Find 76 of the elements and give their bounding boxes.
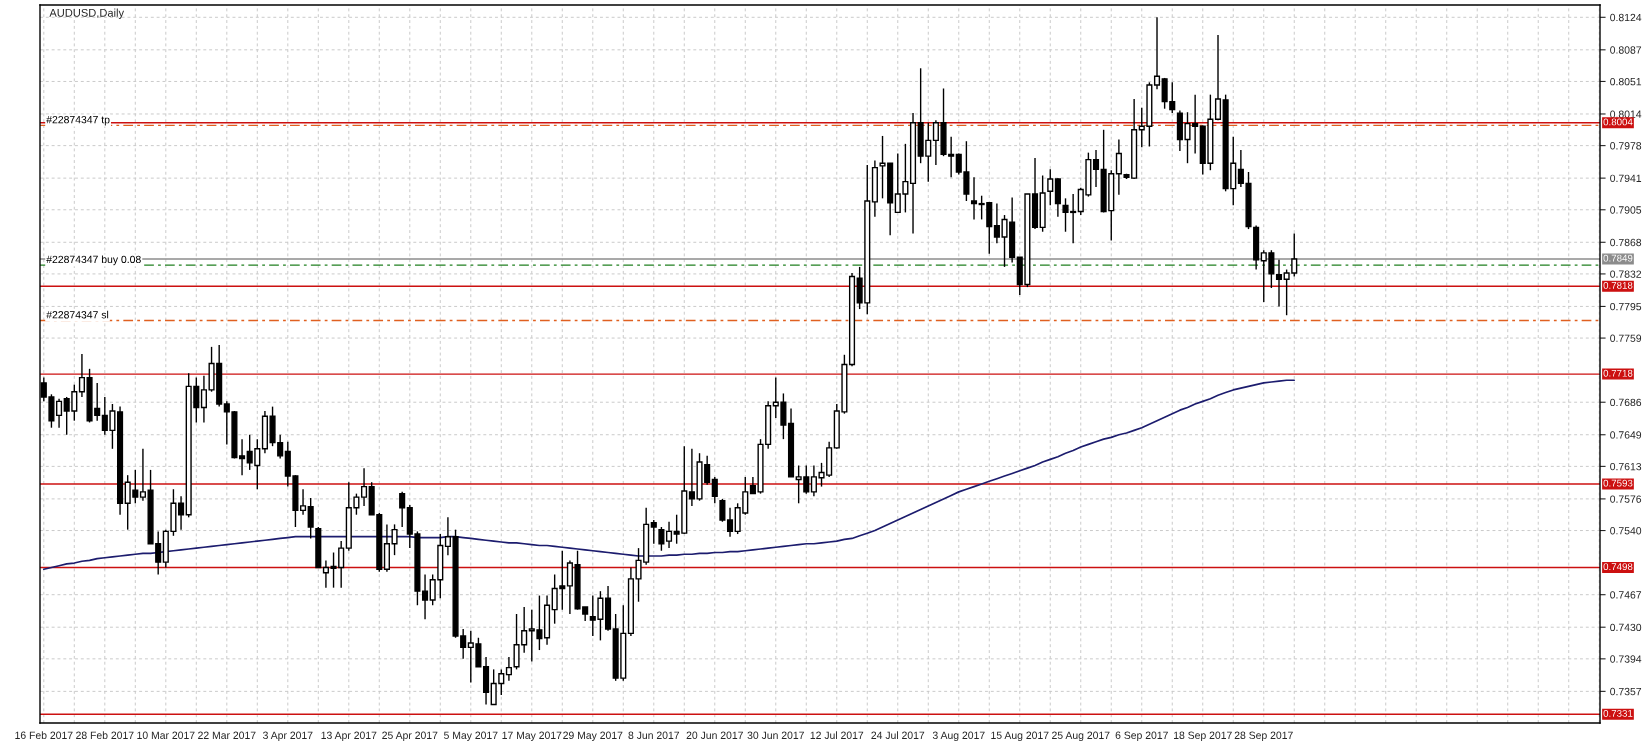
x-tick-label: 6 Sep 2017 <box>1115 731 1168 742</box>
ref-line-label: 0.7593 <box>1603 479 1633 487</box>
candlestick <box>360 467 368 507</box>
x-tick-label: 3 Apr 2017 <box>263 731 313 742</box>
x-tick-label: 28 Feb 2017 <box>76 731 134 739</box>
x-tick-label: 3 Aug 2017 <box>932 731 985 742</box>
candlestick <box>299 488 307 516</box>
chart-title: AUDUSD,Daily <box>49 8 125 19</box>
x-tick-label: 15 Aug 2017 <box>991 731 1049 742</box>
x-tick-label: 10 Mar 2017 <box>137 731 195 739</box>
x-tick-label: 20 Jun 2017 <box>686 731 743 739</box>
candlestick <box>1115 138 1122 196</box>
y-tick-label: 0.7394 <box>1610 655 1642 663</box>
ref-line-label: 0.8004 <box>1603 118 1633 126</box>
y-tick-label: 0.7686 <box>1610 398 1642 407</box>
x-tick-label: 5 May 2017 <box>443 731 498 742</box>
y-tick-label: 0.7978 <box>1610 142 1642 150</box>
candlestick <box>1092 149 1100 188</box>
x-tick-label: 18 Sep 2017 <box>1174 731 1232 742</box>
x-tick-label: 17 May 2017 <box>502 731 562 742</box>
x-tick-label: 8 Jun 2017 <box>628 731 680 739</box>
candlestick <box>719 498 726 523</box>
ref-line-label: #22874347 sl <box>46 310 109 319</box>
x-tick-label: 25 Apr 2017 <box>382 731 438 742</box>
y-tick-label: 0.7868 <box>1610 238 1642 247</box>
ref-line-label: 0.7718 <box>1603 369 1633 377</box>
candlestick <box>658 526 665 552</box>
y-tick-label: 0.7576 <box>1610 495 1642 503</box>
ref-line-label: #22874347 tp <box>46 115 110 126</box>
y-tick-label: 0.8014 <box>1610 110 1642 118</box>
y-tick-label: 0.7540 <box>1610 527 1642 535</box>
x-tick-label: 28 Sep 2017 <box>1234 731 1293 742</box>
ref-line-label: 0.7849 <box>1603 254 1633 262</box>
y-tick-label: 0.7613 <box>1610 462 1642 471</box>
x-tick-label: 13 Apr 2017 <box>321 731 377 742</box>
y-tick-label: 0.7649 <box>1610 431 1642 439</box>
candlestick <box>1214 34 1222 121</box>
x-tick-label: 22 Mar 2017 <box>198 731 256 739</box>
ref-line-label: #22874347 buy 0.08 <box>46 255 141 266</box>
x-tick-label: 25 Aug 2017 <box>1052 731 1110 742</box>
y-tick-label: 0.7832 <box>1610 270 1642 278</box>
y-tick-label: 0.7905 <box>1610 206 1642 214</box>
y-tick-label: 0.8124 <box>1610 13 1642 22</box>
candlestick <box>421 573 429 620</box>
candlestick <box>307 497 314 540</box>
y-tick-label: 0.7941 <box>1610 174 1642 183</box>
candlestick <box>238 438 246 476</box>
candlestick <box>711 476 718 504</box>
y-tick-label: 0.8051 <box>1610 77 1642 86</box>
candlestick <box>726 506 734 538</box>
y-tick-label: 0.7795 <box>1610 302 1642 311</box>
candlestick <box>78 353 85 398</box>
y-tick-label: 0.7467 <box>1610 591 1642 599</box>
x-tick-label: 12 Jul 2017 <box>810 731 864 739</box>
ref-line-label: 0.7331 <box>1603 709 1633 717</box>
x-tick-label: 24 Jul 2017 <box>871 731 925 739</box>
ref-line-label: 0.7818 <box>1603 281 1633 289</box>
y-tick-label: 0.8087 <box>1610 46 1642 54</box>
candlestick <box>56 398 63 429</box>
candlestick <box>970 176 978 221</box>
y-tick-label: 0.7357 <box>1610 687 1642 696</box>
y-tick-label: 0.7759 <box>1610 334 1642 342</box>
candlestick <box>650 519 657 545</box>
candlestick <box>665 521 673 549</box>
ref-line-label: 0.7498 <box>1603 563 1633 571</box>
candlestick <box>1047 168 1054 207</box>
line-series <box>42 379 1296 571</box>
candlestick <box>505 656 512 682</box>
candlestick <box>399 491 406 528</box>
y-tick-label: 0.7430 <box>1610 623 1642 632</box>
x-tick-label: 16 Feb 2017 <box>15 731 73 739</box>
candlestick <box>177 495 185 531</box>
x-tick-label: 30 Jun 2017 <box>747 731 804 739</box>
candlestick <box>1153 16 1161 91</box>
candlestick <box>1275 259 1283 308</box>
x-tick-label: 29 May 2017 <box>563 731 623 742</box>
